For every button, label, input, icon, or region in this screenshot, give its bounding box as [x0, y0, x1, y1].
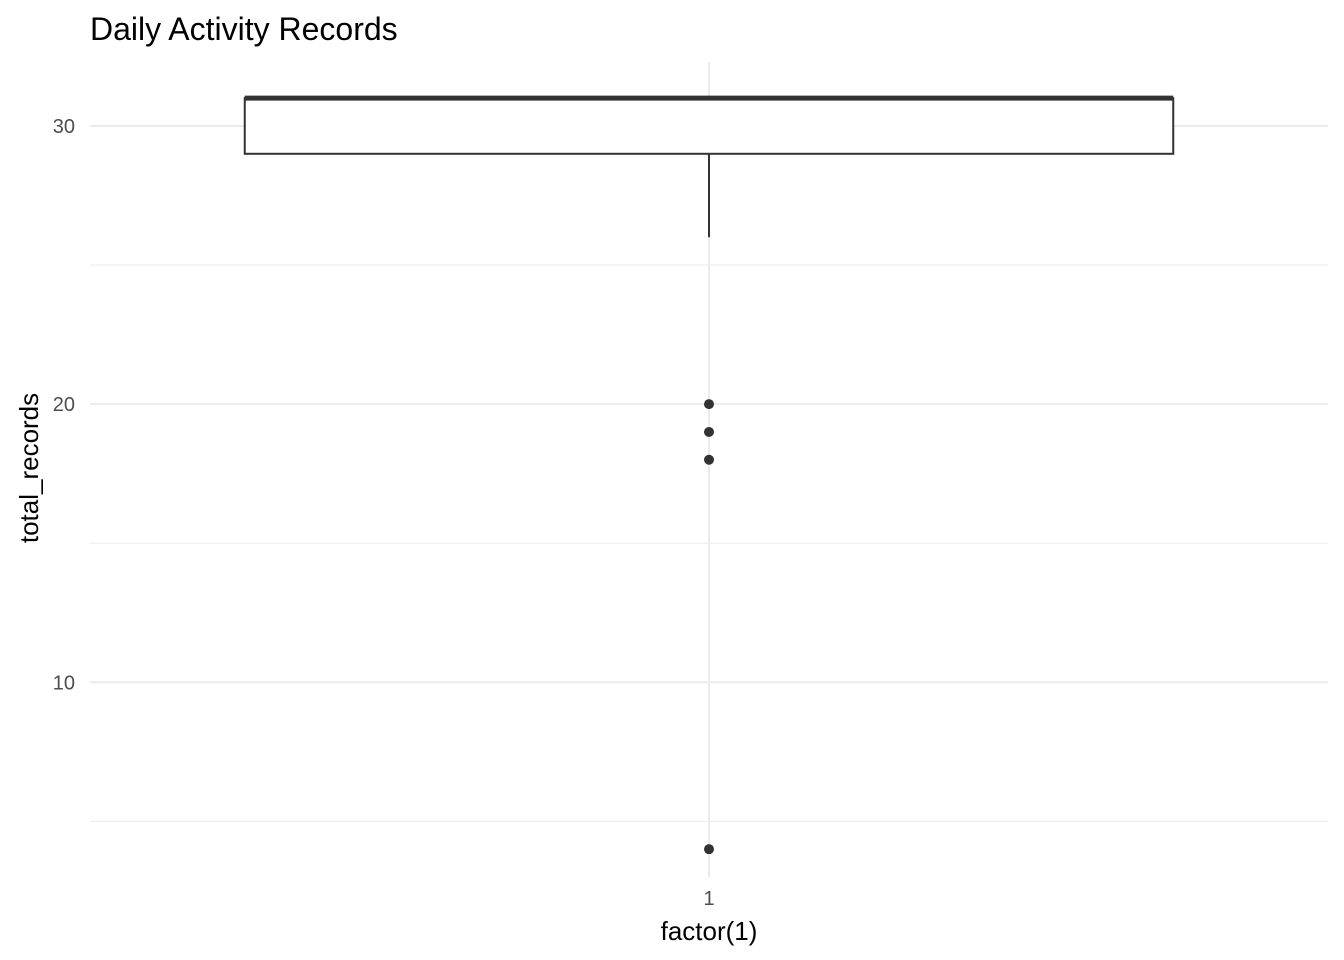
- tick-layer: 10 20 30 1: [53, 116, 715, 910]
- box-body: [243, 97, 1175, 155]
- box-layer: [243, 95, 1175, 855]
- x-tick-label: 1: [703, 888, 714, 910]
- outlier-point: [704, 454, 714, 465]
- y-axis-title: total_records: [14, 393, 44, 543]
- outlier-point: [704, 399, 714, 410]
- y-tick-label: 10: [53, 672, 75, 694]
- outlier-point: [704, 844, 714, 855]
- y-tick-label: 30: [53, 116, 75, 138]
- outlier-point: [704, 426, 714, 437]
- y-tick-label: 20: [53, 394, 75, 416]
- chart-title: Daily Activity Records: [90, 11, 398, 47]
- x-axis-title: factor(1): [661, 916, 758, 946]
